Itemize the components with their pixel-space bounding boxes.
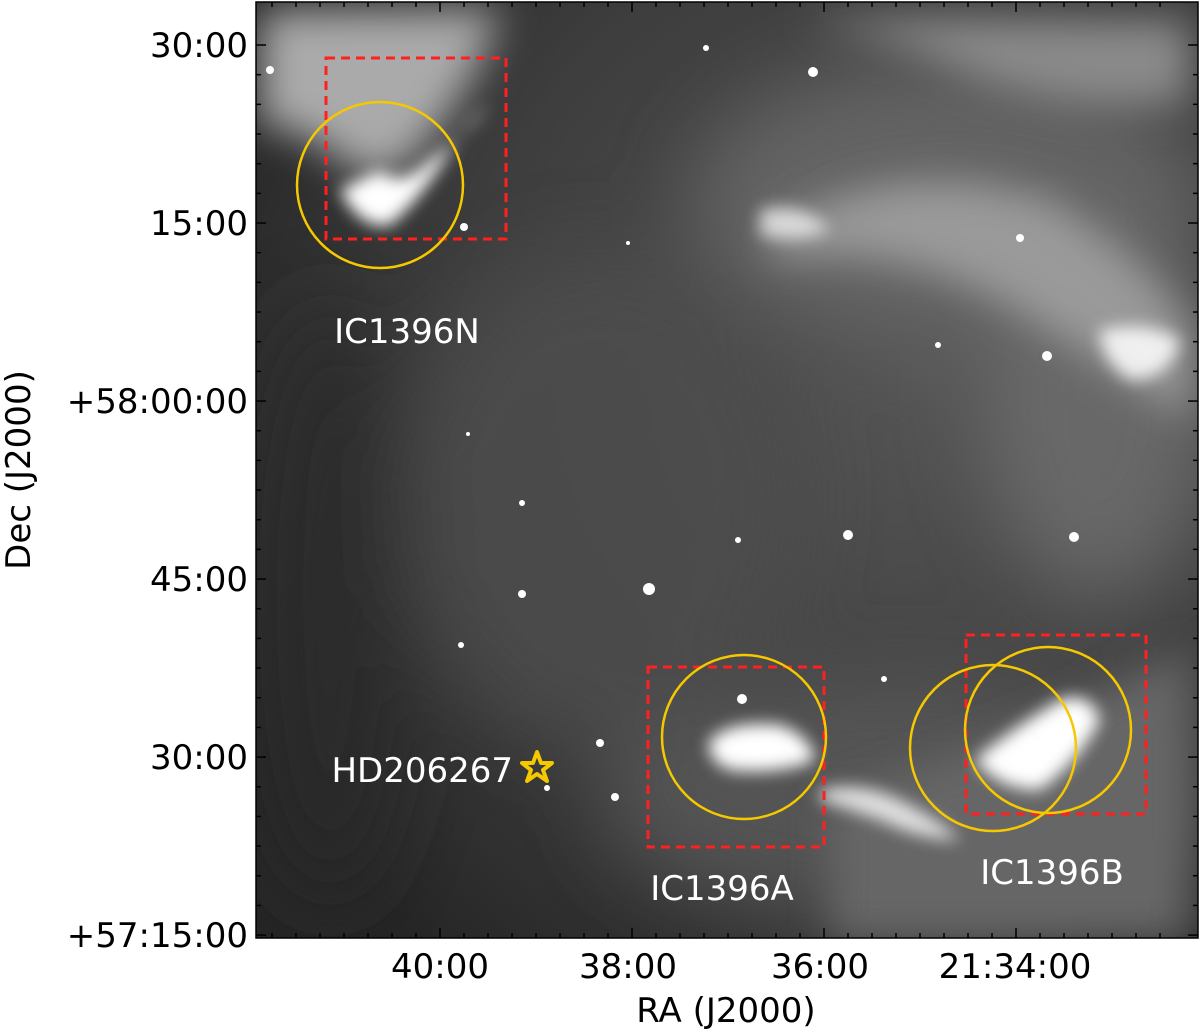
x-axis-ticks xyxy=(271,2,1161,938)
y-tick-label: 30:00 xyxy=(150,738,248,778)
label-hd206267: HD206267 xyxy=(331,751,513,791)
x-tick-label: 36:00 xyxy=(771,947,869,987)
x-axis-label: RA (J2000) xyxy=(636,991,815,1031)
y-tick-label: 30:00 xyxy=(150,26,248,66)
circle-ic1396n xyxy=(295,100,465,270)
y-axis-label: Dec (J2000) xyxy=(0,370,39,570)
nebula-image xyxy=(256,2,1198,938)
y-tick-label: +58:00:00 xyxy=(67,382,248,422)
box-ic1396n xyxy=(324,56,508,241)
star-icon xyxy=(520,750,554,783)
box-ic1396a xyxy=(646,665,826,849)
plot-frame xyxy=(255,1,1199,939)
circle-ic1396b-1 xyxy=(908,663,1078,833)
y-tick-label: 45:00 xyxy=(150,560,248,600)
x-tick-label: 21:34:00 xyxy=(939,947,1092,987)
y-tick-label: +57:15:00 xyxy=(67,916,248,956)
label-ic1396b: IC1396B xyxy=(980,853,1124,893)
label-ic1396a: IC1396A xyxy=(650,869,794,909)
y-axis-ticks xyxy=(256,44,1198,936)
x-tick-label: 38:00 xyxy=(579,947,677,987)
box-ic1396b xyxy=(964,633,1148,816)
circle-ic1396b-2 xyxy=(963,645,1133,815)
x-tick-label: 40:00 xyxy=(391,947,489,987)
stars xyxy=(266,45,1079,801)
label-ic1396n: IC1396N xyxy=(334,312,480,352)
circle-ic1396a xyxy=(660,653,828,821)
y-tick-label: 15:00 xyxy=(150,204,248,244)
